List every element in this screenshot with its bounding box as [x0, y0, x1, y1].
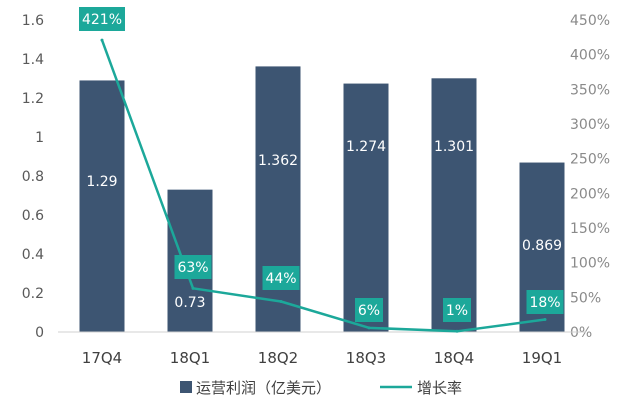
- left-tick-label: 0.2: [22, 286, 44, 302]
- line-data-label: 44%: [262, 266, 300, 290]
- category-label: 17Q4: [82, 349, 122, 367]
- bar: [343, 83, 389, 332]
- line-data-label: 1%: [443, 298, 471, 322]
- legend-swatch-bar: [180, 381, 192, 393]
- bar-data-label: 1.301: [434, 139, 474, 155]
- category-label: 19Q1: [522, 349, 562, 367]
- line-series: [100, 38, 547, 333]
- line-label-text: 6%: [358, 303, 380, 319]
- line-label-text: 63%: [177, 260, 208, 276]
- line-label-box: [443, 298, 471, 322]
- left-tick-label: 0: [35, 325, 44, 341]
- category-label: 18Q2: [258, 349, 298, 367]
- bar: [431, 78, 477, 333]
- left-tick-label: 1.4: [22, 52, 44, 68]
- legend: 运营利润（亿美元） 增长率: [180, 379, 462, 397]
- line-label-text: 44%: [265, 271, 296, 287]
- bar-data-label: 0.869: [522, 238, 562, 254]
- line-label-text: 421%: [82, 12, 122, 28]
- line-data-label: 421%: [79, 7, 125, 31]
- bar: [255, 66, 301, 332]
- line-data-labels: 421% 63% 44% 6% 1% 18%: [79, 7, 564, 322]
- legend-label-bar: 运营利润（亿美元）: [196, 379, 331, 397]
- right-tick-label: 100%: [570, 256, 610, 272]
- line-label-box: [174, 255, 212, 279]
- line-point: [191, 286, 195, 290]
- legend-label-line: 增长率: [417, 379, 462, 397]
- left-tick-label: 0.4: [22, 247, 44, 263]
- right-tick-label: 0%: [570, 325, 592, 341]
- line-data-label: 6%: [355, 298, 383, 322]
- x-axis-categories: 17Q4 18Q1 18Q2 18Q3 18Q4 19Q1: [82, 349, 562, 367]
- left-tick-label: 0.8: [22, 169, 44, 185]
- category-label: 18Q3: [346, 349, 386, 367]
- line-data-label: 18%: [526, 290, 564, 314]
- bar: [79, 80, 125, 332]
- line-label-box: [262, 266, 300, 290]
- left-axis: 0 0.2 0.4 0.6 0.8 1 1.2 1.4 1.6: [22, 13, 44, 341]
- bar-data-labels: 1.29 0.73 1.362 1.274 1.301 0.869: [86, 139, 562, 311]
- line-data-label: 63%: [174, 255, 212, 279]
- line-point: [100, 38, 104, 42]
- right-tick-label: 300%: [570, 117, 610, 133]
- right-axis: 0% 50% 100% 150% 200% 250% 300% 350% 400% 450%: [570, 13, 610, 341]
- line-label-box: [79, 7, 125, 31]
- line-label-box: [526, 290, 564, 314]
- line-point: [543, 318, 547, 322]
- left-tick-label: 1: [35, 130, 44, 146]
- left-tick-label: 0.6: [22, 208, 44, 224]
- right-tick-label: 50%: [570, 290, 601, 306]
- line-label-text: 1%: [446, 303, 468, 319]
- left-tick-label: 1.6: [22, 13, 44, 29]
- right-tick-label: 250%: [570, 152, 610, 168]
- growth-line: [100, 39, 546, 333]
- bar-data-label: 1.29: [86, 174, 117, 190]
- bar-series: [79, 66, 565, 333]
- right-tick-label: 200%: [570, 186, 610, 202]
- bar-data-label: 1.362: [258, 153, 298, 169]
- right-tick-label: 150%: [570, 221, 610, 237]
- left-tick-label: 1.2: [22, 91, 44, 107]
- right-tick-label: 350%: [570, 82, 610, 98]
- right-tick-label: 450%: [570, 13, 610, 29]
- line-point: [279, 299, 283, 303]
- right-tick-label: 400%: [570, 48, 610, 64]
- category-label: 18Q4: [434, 349, 474, 367]
- bar-data-label: 0.73: [174, 295, 205, 311]
- line-point: [367, 326, 371, 330]
- bar-data-label: 1.274: [346, 139, 386, 155]
- line-point: [455, 329, 459, 333]
- line-label-text: 18%: [529, 295, 560, 311]
- category-label: 18Q1: [170, 349, 210, 367]
- line-label-box: [355, 298, 383, 322]
